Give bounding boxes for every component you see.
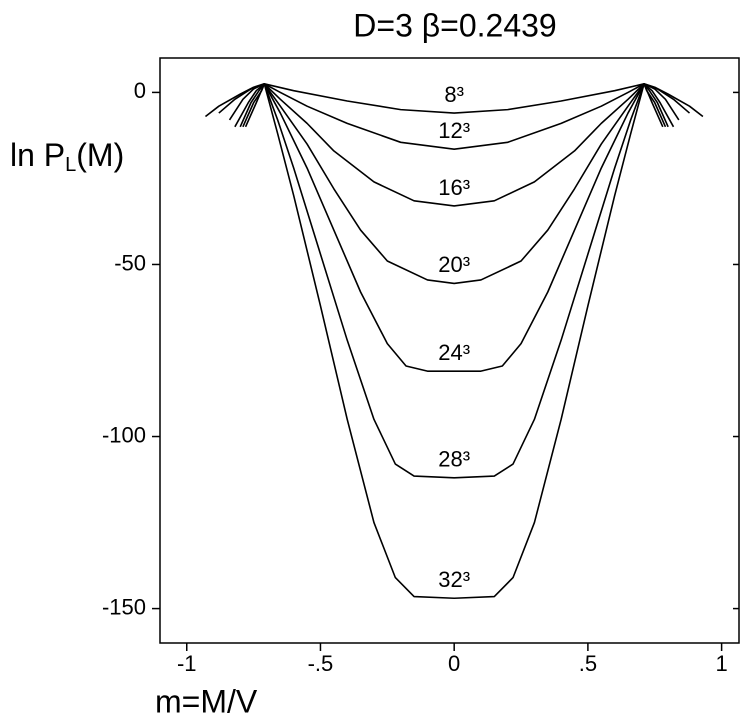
- series-label: 32³: [438, 567, 470, 592]
- series-label: 20³: [438, 252, 470, 277]
- y-label-sub: L: [65, 154, 76, 176]
- series-label: 16³: [438, 175, 470, 200]
- series-label: 12³: [438, 118, 470, 143]
- x-tick-label: -.5: [308, 651, 334, 676]
- y-axis-label: ln PL(M): [10, 137, 124, 176]
- curve: [234, 83, 675, 285]
- x-axis-label: m=M/V: [155, 683, 258, 719]
- plot-frame: [159, 57, 740, 644]
- series-label: 8³: [444, 82, 464, 107]
- x-tick-label: .5: [579, 651, 597, 676]
- y-label-part: (M): [76, 137, 124, 173]
- y-label-part: ln P: [10, 137, 65, 173]
- y-tick-label: -100: [102, 422, 146, 447]
- y-tick-label: -50: [114, 250, 146, 275]
- y-tick-label: 0: [134, 78, 146, 103]
- y-tick-label: -150: [102, 594, 146, 619]
- x-tick-label: 1: [715, 651, 727, 676]
- series-label: 28³: [438, 447, 470, 472]
- x-tick-label: 0: [448, 651, 460, 676]
- x-tick-label: -1: [177, 651, 197, 676]
- chart-title: D=3 β=0.2439: [353, 7, 556, 43]
- curve: [244, 83, 664, 600]
- curve: [239, 83, 669, 372]
- series-label: 24³: [438, 340, 470, 365]
- curve: [242, 83, 667, 479]
